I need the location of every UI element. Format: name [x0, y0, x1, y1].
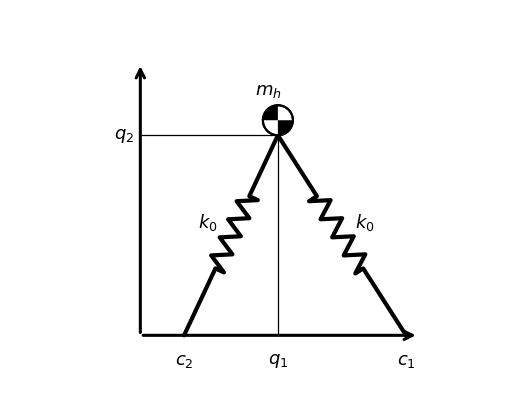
Text: $k_0$: $k_0$	[355, 212, 374, 233]
Text: $q_2$: $q_2$	[114, 127, 134, 145]
Circle shape	[263, 106, 293, 136]
Wedge shape	[278, 121, 293, 136]
Text: $c_1$: $c_1$	[396, 351, 416, 369]
Text: $c_2$: $c_2$	[175, 351, 193, 369]
Wedge shape	[263, 106, 278, 121]
Text: $q_1$: $q_1$	[268, 351, 288, 369]
Text: $m_h$: $m_h$	[255, 82, 282, 100]
Text: $k_0$: $k_0$	[198, 212, 218, 233]
